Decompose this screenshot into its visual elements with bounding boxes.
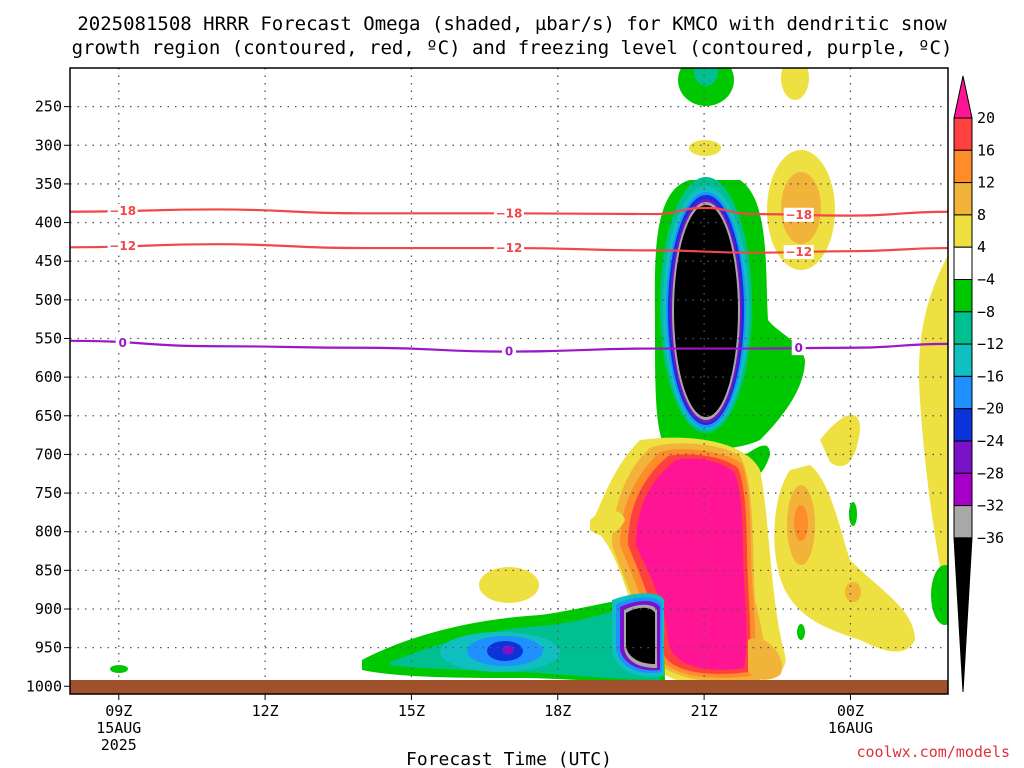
contour-label: 0 bbox=[119, 336, 127, 350]
contour-label: −18 bbox=[496, 206, 523, 220]
contour-label: −12 bbox=[785, 245, 812, 259]
colorbar-swatch bbox=[953, 408, 973, 442]
contour-label: 0 bbox=[505, 345, 513, 359]
colorbar-swatch bbox=[953, 375, 973, 410]
omega-area-mid-yellow bbox=[479, 567, 539, 603]
x-tick-label: 00Z bbox=[837, 702, 864, 720]
contour-label-bg bbox=[791, 341, 806, 356]
x-tick-label: 15AUG bbox=[96, 719, 141, 737]
y-tick-label: 550 bbox=[35, 329, 62, 347]
omega-area-strong-subsidence bbox=[636, 458, 747, 670]
contour-label: −12 bbox=[109, 239, 136, 253]
y-tick-label: 300 bbox=[35, 136, 62, 154]
y-tick-label: 650 bbox=[35, 407, 62, 425]
y-tick-label: 250 bbox=[35, 98, 62, 116]
colorbar-label: −20 bbox=[977, 400, 1004, 418]
y-axis: 250 300 350 400 450 500 550 600 650 700 750 800 850 9… bbox=[26, 98, 70, 695]
colorbar-swatch bbox=[953, 117, 973, 151]
colorbar-swatch bbox=[953, 279, 973, 313]
colorbar-label: 8 bbox=[977, 206, 986, 224]
y-tick-label: 400 bbox=[35, 214, 62, 232]
x-tick-label: 18Z bbox=[544, 702, 571, 720]
colorbar-label: 12 bbox=[977, 174, 995, 192]
x-tick-label: 15Z bbox=[398, 702, 425, 720]
colorbar-swatch bbox=[953, 311, 973, 345]
y-tick-label: 450 bbox=[35, 252, 62, 270]
contour-line bbox=[70, 339, 948, 353]
x-tick-label: 12Z bbox=[252, 702, 279, 720]
omega-area-top-green bbox=[678, 68, 734, 106]
x-tick-label: 2025 bbox=[101, 736, 137, 754]
credit-text: coolwx.com/models bbox=[856, 743, 1010, 761]
colorbar-swatch bbox=[953, 214, 973, 248]
contour-label-bg bbox=[494, 206, 524, 221]
colorbar: 20 16 12 8 4 −4 −8 −12 −16 −20 −24 −28 −32 −36 bbox=[953, 75, 1004, 693]
y-tick-label: 700 bbox=[35, 445, 62, 463]
plot-area: −18 −18 −18 −12 −12 −12 0 0 0 bbox=[70, 68, 948, 694]
contour-label-bg bbox=[107, 239, 138, 254]
colorbar-label: −28 bbox=[977, 464, 1004, 482]
colorbar-swatch bbox=[953, 75, 973, 119]
y-tick-label: 900 bbox=[35, 600, 62, 618]
contour-line bbox=[70, 243, 948, 254]
contour-label-bg bbox=[494, 241, 524, 256]
colorbar-swatch bbox=[953, 149, 973, 184]
contour-label: −18 bbox=[785, 208, 812, 222]
contour-label-bg bbox=[783, 207, 814, 222]
y-tick-label: 950 bbox=[35, 639, 62, 657]
contour-label-bg bbox=[115, 335, 130, 350]
colorbar-label: −4 bbox=[977, 271, 995, 289]
omega-area-strong-ascent-lower bbox=[626, 607, 655, 664]
colorbar-label: −16 bbox=[977, 367, 1004, 385]
contour-label: 0 bbox=[795, 341, 803, 355]
y-tick-label: 800 bbox=[35, 523, 62, 541]
colorbar-label: −32 bbox=[977, 497, 1004, 515]
y-tick-label: 1000 bbox=[26, 677, 62, 695]
terrain-strip bbox=[70, 680, 948, 694]
colorbar-swatch bbox=[953, 343, 973, 377]
colorbar-label: −24 bbox=[977, 432, 1004, 450]
y-tick-label: 600 bbox=[35, 368, 62, 386]
x-tick-label: 09Z bbox=[105, 702, 132, 720]
x-tick-label: 16AUG bbox=[828, 719, 873, 737]
plot-frame bbox=[69, 67, 949, 695]
temperature-contours: −18 −18 −18 −12 −12 −12 0 0 0 bbox=[70, 203, 948, 359]
y-tick-label: 500 bbox=[35, 291, 62, 309]
colorbar-label: −12 bbox=[977, 335, 1004, 353]
colorbar-swatch bbox=[953, 246, 973, 280]
y-tick-label: 350 bbox=[35, 175, 62, 193]
colorbar-label: 20 bbox=[977, 109, 995, 127]
colorbar-label: 16 bbox=[977, 141, 995, 159]
contour-label-bg bbox=[107, 203, 138, 218]
colorbar-label: −36 bbox=[977, 529, 1004, 547]
x-axis-title: Forecast Time (UTC) bbox=[406, 749, 612, 768]
omega-area-upper-yellow bbox=[781, 68, 809, 100]
contour-label-bg bbox=[502, 344, 516, 359]
colorbar-swatch bbox=[953, 440, 973, 474]
y-tick-label: 750 bbox=[35, 484, 62, 502]
chart-title-line-1: 2025081508 HRRR Forecast Omega (shaded, … bbox=[77, 13, 947, 35]
contour-label: −18 bbox=[109, 204, 136, 218]
colorbar-swatch bbox=[953, 537, 973, 693]
contour-label-bg bbox=[783, 244, 814, 259]
colorbar-label: 4 bbox=[977, 238, 986, 256]
colorbar-label: −8 bbox=[977, 303, 995, 321]
colorbar-swatch bbox=[953, 505, 973, 539]
omega-area-strong-ascent-upper bbox=[674, 205, 738, 417]
chart-title-line-2: growth region (contoured, red, ºC) and f… bbox=[72, 37, 953, 59]
y-tick-label: 850 bbox=[35, 561, 62, 579]
colorbar-swatch bbox=[953, 472, 973, 507]
x-tick-label: 21Z bbox=[691, 702, 718, 720]
colorbar-swatch bbox=[953, 182, 973, 216]
contour-label: −12 bbox=[496, 241, 523, 255]
